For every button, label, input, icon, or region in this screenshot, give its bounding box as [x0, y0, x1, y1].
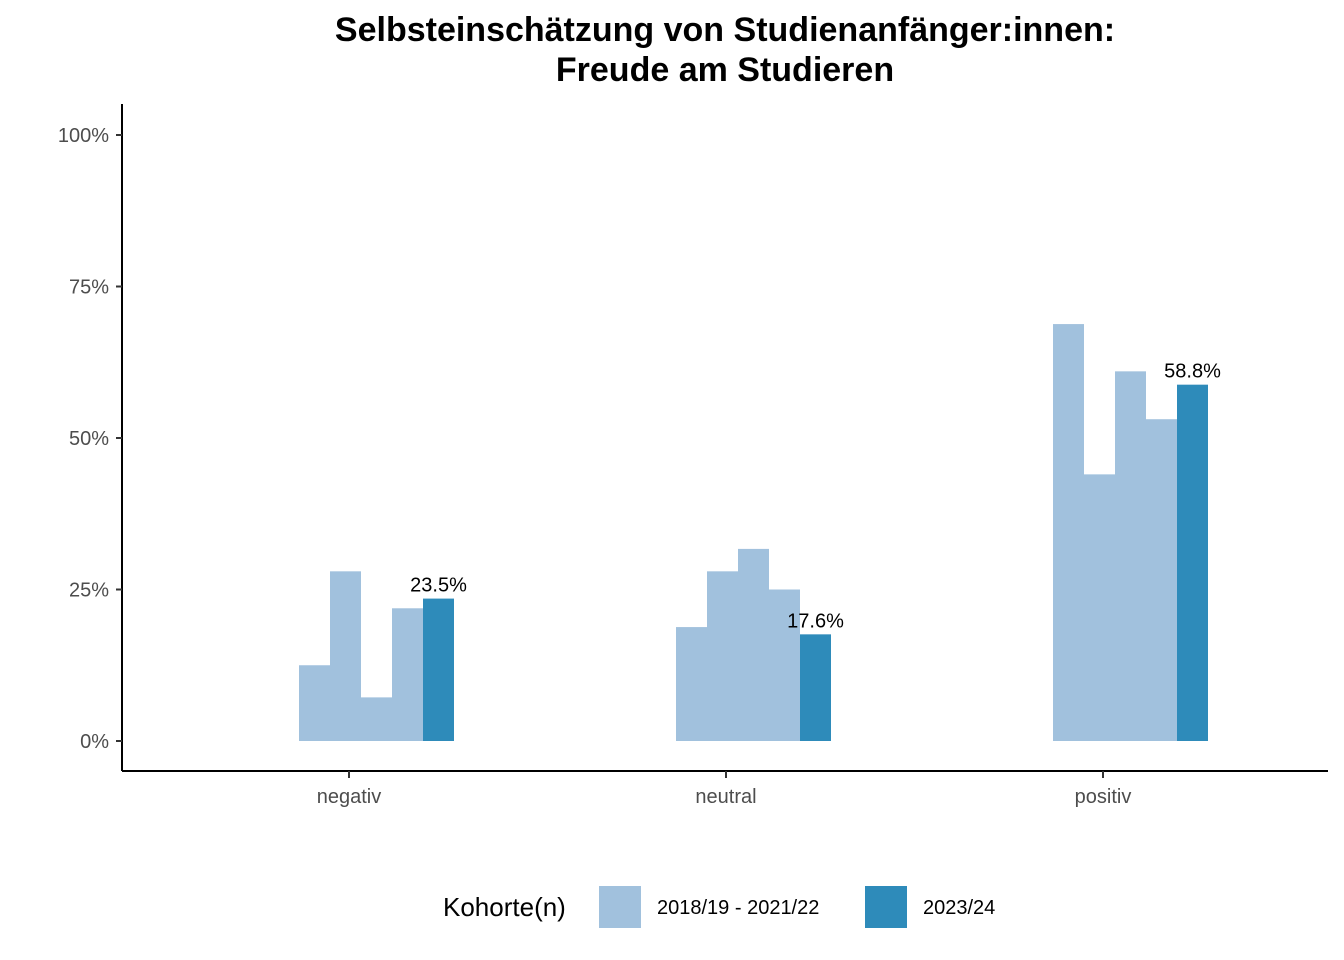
- y-tick-label: 50%: [69, 428, 109, 450]
- legend-title: Kohorte(n): [443, 892, 566, 922]
- data-label-neutral: 17.6%: [787, 610, 844, 632]
- chart-title-line-2: Freude am Studieren: [555, 51, 895, 89]
- bar-negativ-2021-22: [392, 608, 423, 741]
- legend-key-past: [599, 886, 641, 928]
- bar-positiv-2023-24: [1177, 384, 1208, 741]
- bar-neutral-2023-24: [800, 634, 831, 741]
- y-tick-label: 100%: [58, 125, 109, 147]
- bar-negativ-2020-21: [361, 697, 392, 741]
- bar-positiv-2021-22: [1146, 419, 1177, 741]
- x-tick-label-positiv: positiv: [1075, 786, 1132, 808]
- bars-layer: [299, 324, 1208, 741]
- bar-negativ-2023-24: [423, 598, 454, 741]
- chart-title-line-1: Selbsteinschätzung von Studienanfänger:i…: [334, 11, 1116, 49]
- bar-neutral-2018-19: [676, 627, 707, 741]
- legend-key-current: [865, 886, 907, 928]
- legend: Kohorte(n) 2018/19 - 2021/22 2023/24: [0, 886, 1344, 930]
- bar-neutral-2020-21: [738, 548, 769, 741]
- x-tick-label-negativ: negativ: [317, 786, 382, 808]
- y-tick-label: 0%: [80, 731, 109, 753]
- y-tick-label: 25%: [69, 580, 109, 602]
- y-tick-label: 75%: [69, 277, 109, 299]
- data-label-positiv: 58.8%: [1164, 361, 1221, 383]
- chart-title: Selbsteinschätzung von Studienanfänger:i…: [125, 10, 1325, 90]
- bar-positiv-2019-20: [1084, 474, 1115, 741]
- bar-positiv-2020-21: [1115, 371, 1146, 741]
- x-tick-label-neutral: neutral: [695, 786, 756, 808]
- data-label-negativ: 23.5%: [410, 575, 467, 597]
- legend-label-current: 2023/24: [923, 897, 996, 919]
- axes-layer: 0% 25% 50% 75% 100% negativ neutral positiv: [58, 104, 1328, 808]
- legend-label-past: 2018/19 - 2021/22: [657, 897, 820, 919]
- bar-negativ-2018-19: [299, 665, 330, 741]
- data-labels-layer: 23.5% 17.6% 58.8%: [410, 361, 1221, 633]
- bar-negativ-2019-20: [330, 571, 361, 741]
- bar-positiv-2018-19: [1053, 324, 1084, 741]
- bar-neutral-2021-22: [769, 589, 800, 741]
- bar-neutral-2019-20: [707, 571, 738, 741]
